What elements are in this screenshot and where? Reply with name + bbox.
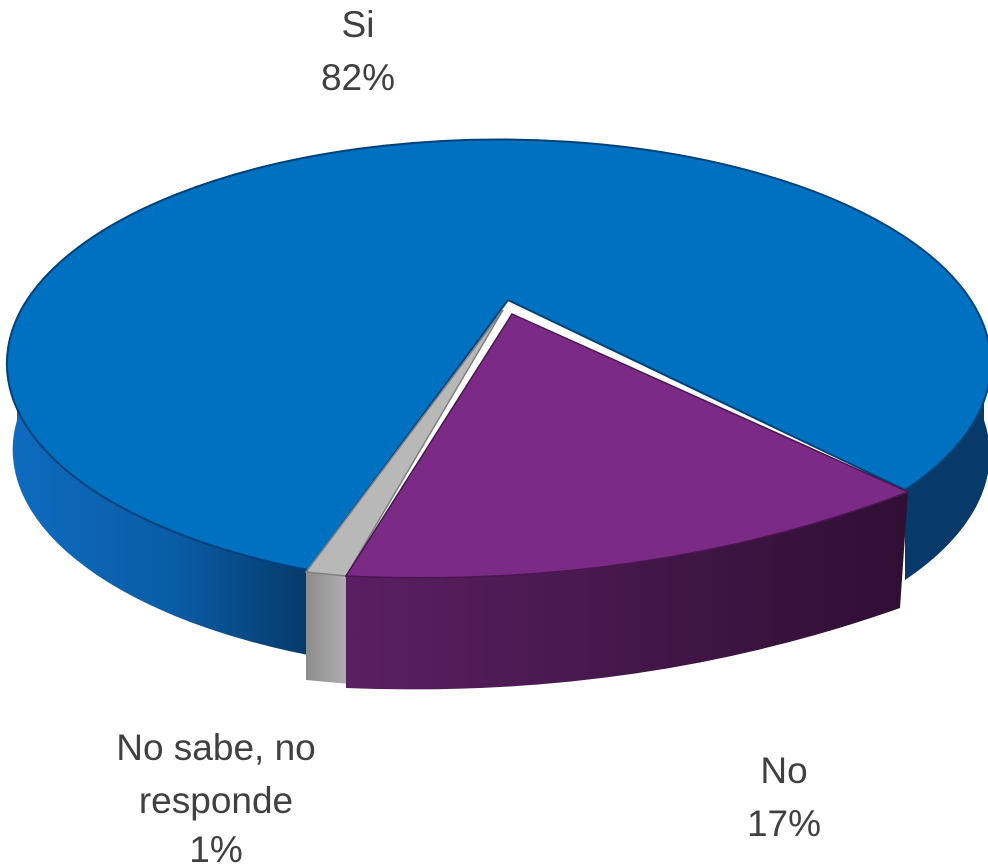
pie-slice-no-sabe [304,309,504,684]
label-no-sabe-value: 1% [189,829,242,864]
label-no-sabe-line-2: responde [139,780,293,821]
label-no-value: 17% [747,803,821,844]
label-no-sabe: No sabe, no responde 1% [116,727,316,864]
label-si: Si 82% [321,4,395,98]
pie-slice-no [344,313,910,690]
pie-slice-si [5,138,988,655]
label-no-sabe-line-1: No sabe, no [116,727,316,768]
label-si-name: Si [342,4,375,45]
label-no: No 17% [747,750,821,844]
label-si-value: 82% [321,57,395,98]
label-no-name: No [760,750,807,791]
